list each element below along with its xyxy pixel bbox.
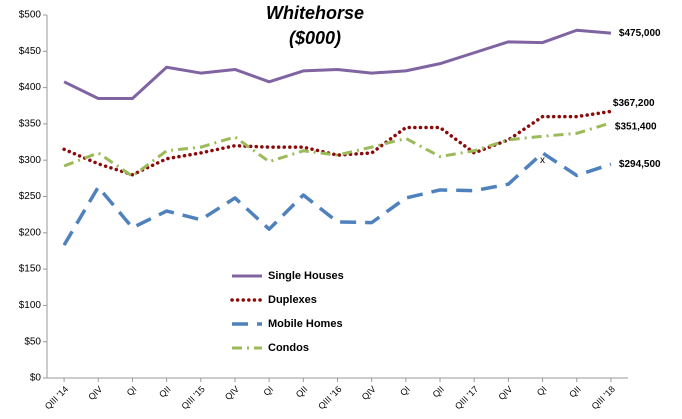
y-tick-label: $150 <box>19 264 42 275</box>
legend-label: Duplexes <box>268 294 317 306</box>
x-tick-label: QIII '17 <box>453 384 480 411</box>
value-label: $475,000 <box>619 28 661 39</box>
x-tick-label: QIV <box>360 384 378 402</box>
chart-title: Whitehorse <box>266 3 364 23</box>
y-tick-label: $50 <box>24 336 41 347</box>
y-tick-label: $100 <box>19 300 42 311</box>
x-tick-label: QIV <box>223 384 241 402</box>
x-tick-label: QII <box>294 384 310 400</box>
y-tick-label: $200 <box>19 227 42 238</box>
x-tick-label: QIV <box>86 384 104 402</box>
legend-label: Mobile Homes <box>268 318 343 330</box>
y-tick-label: $250 <box>19 191 42 202</box>
x-tick-label: QII <box>567 384 583 400</box>
value-label: $351,400 <box>615 122 657 133</box>
x-tick-label: QI <box>398 384 412 398</box>
chart-subtitle: ($000) <box>289 28 341 48</box>
x-tick-label: QI <box>535 384 549 398</box>
x-tick-label: QIII '15 <box>179 384 206 411</box>
y-tick-label: $350 <box>19 119 42 130</box>
series-line <box>62 109 613 177</box>
y-tick-label: $400 <box>19 82 42 93</box>
x-tick-label: QIV <box>496 384 514 402</box>
annotation: x <box>540 155 545 166</box>
legend-label: Single Houses <box>268 270 344 282</box>
legend-label: Condos <box>268 342 309 354</box>
x-tick-label: QI <box>261 384 275 398</box>
y-tick-label: $0 <box>30 373 42 384</box>
y-tick-label: $450 <box>19 46 42 57</box>
y-tick-label: $500 <box>19 10 42 21</box>
value-label: $367,200 <box>613 98 655 109</box>
x-tick-label: QII <box>157 384 173 400</box>
x-tick-label: QIII '18 <box>590 384 617 411</box>
value-label: $294,500 <box>619 159 661 170</box>
x-tick-label: QIII '16 <box>316 384 343 411</box>
y-tick-label: $300 <box>19 155 42 166</box>
series-line <box>63 28 612 100</box>
x-tick-label: QII <box>431 384 447 400</box>
x-tick-label: QIII '14 <box>43 384 70 411</box>
x-tick-label: QI <box>125 384 139 398</box>
